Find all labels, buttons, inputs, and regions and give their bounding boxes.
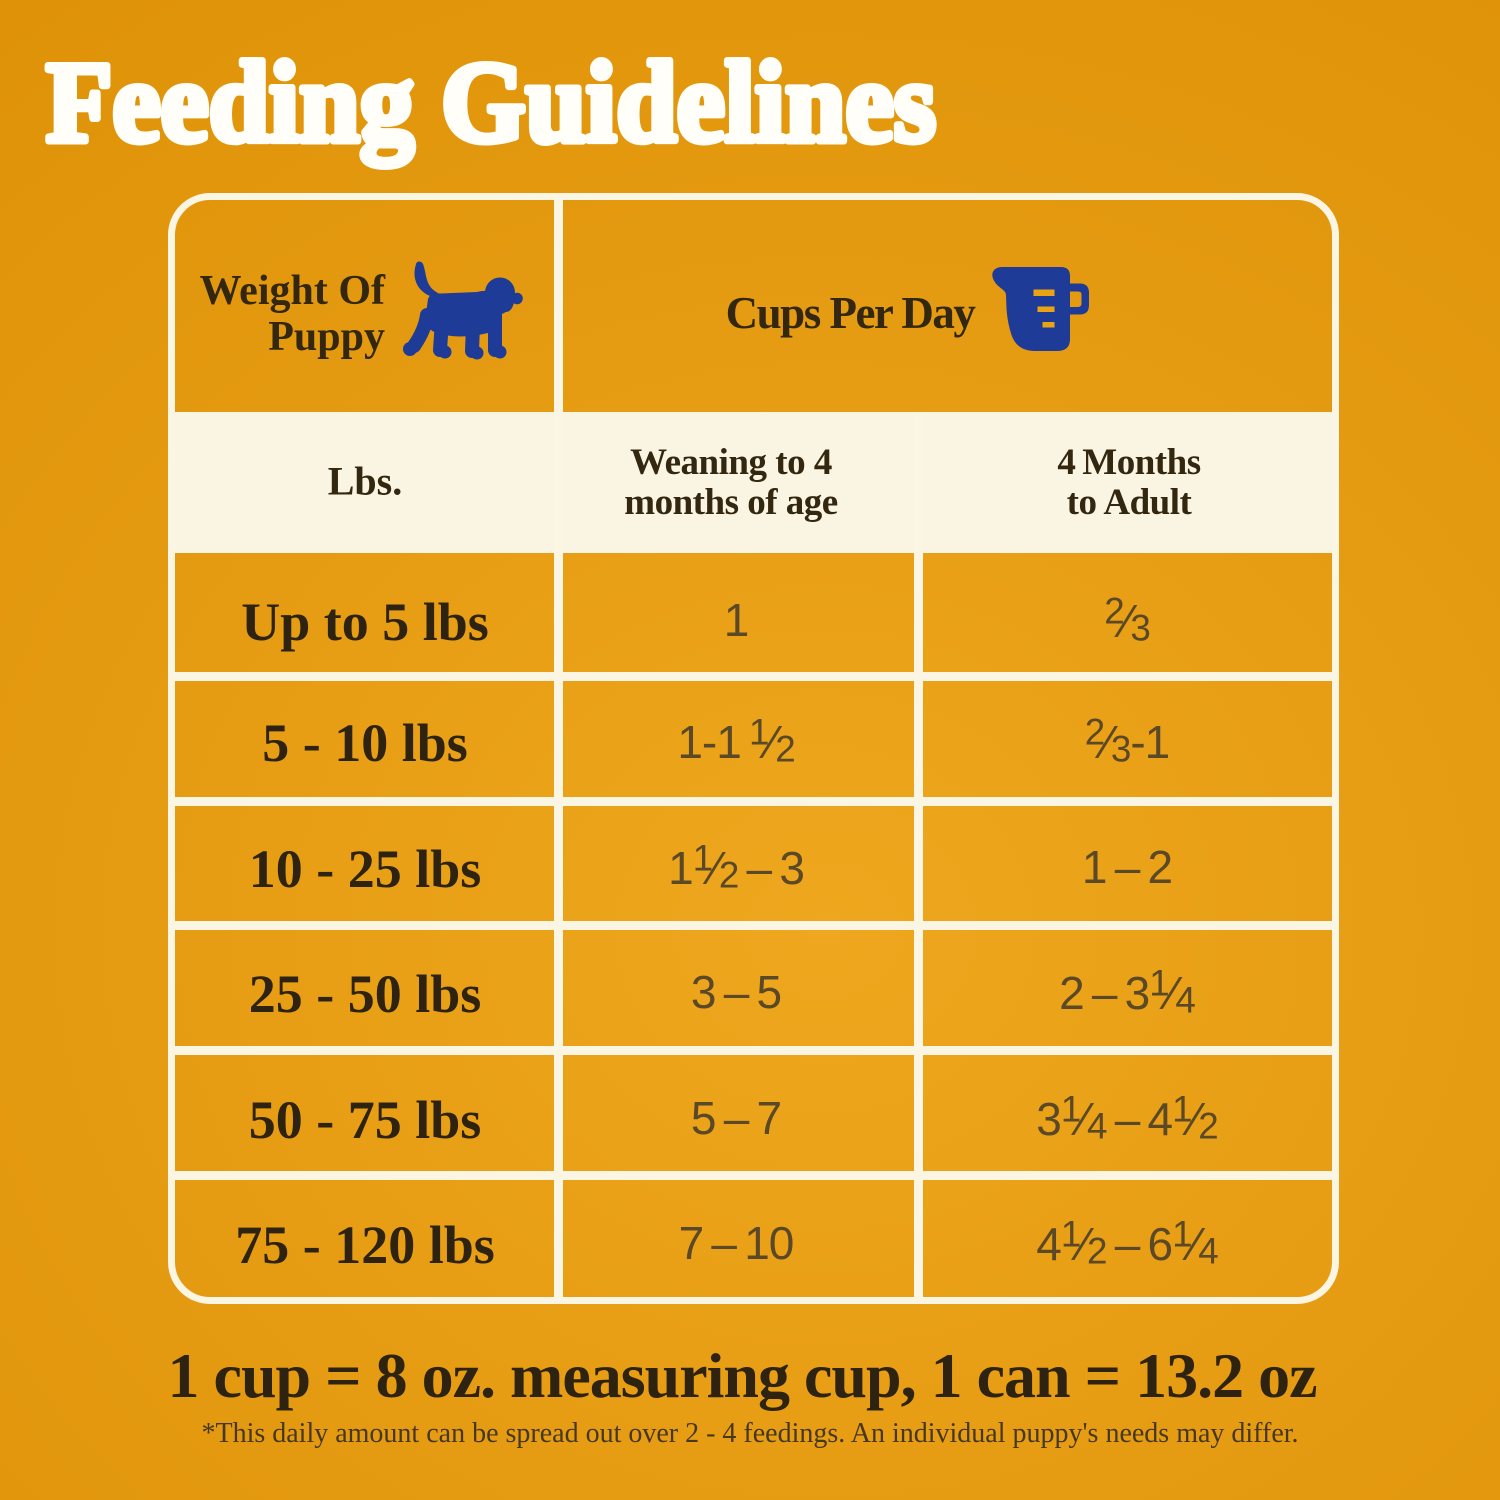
svg-text:Feeding Guidelines: Feeding Guidelines [46, 39, 936, 166]
